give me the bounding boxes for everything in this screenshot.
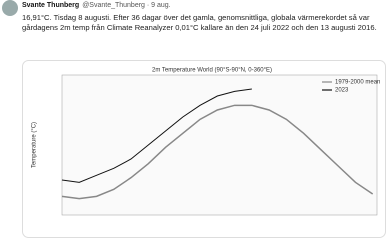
chart-image[interactable]: 2m Temperature World (90°S-90°N, 0-360°E… bbox=[22, 60, 386, 238]
tweet-text: 16,91°C. Tisdag 8 augusti. Efter 36 daga… bbox=[22, 13, 384, 33]
user-handle[interactable]: @Svante_Thunberg · 9 aug. bbox=[82, 2, 170, 9]
chart-title: 2m Temperature World (90°S-90°N, 0-360°E… bbox=[152, 68, 272, 74]
page: Svante Thunberg@Svante_Thunberg · 9 aug.… bbox=[0, 0, 392, 240]
legend-label: 2023 bbox=[335, 88, 349, 94]
tweet-header: Svante Thunberg@Svante_Thunberg · 9 aug. bbox=[22, 2, 171, 9]
plot-area bbox=[62, 75, 377, 215]
y-axis-label: Temperature (°C) bbox=[32, 122, 38, 168]
avatar[interactable] bbox=[2, 0, 18, 16]
user-name[interactable]: Svante Thunberg bbox=[22, 2, 79, 9]
legend-label: 1979-2000 mean bbox=[335, 80, 380, 86]
